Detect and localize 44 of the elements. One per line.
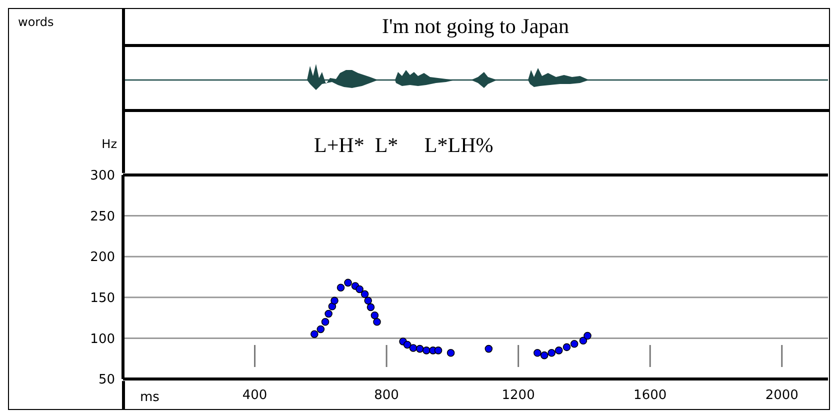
point <box>540 351 548 360</box>
point <box>321 318 330 326</box>
point <box>570 340 578 348</box>
point <box>373 318 381 326</box>
point <box>579 336 588 345</box>
point <box>403 340 412 349</box>
y-tick-label: 150 <box>90 291 115 306</box>
y-tick-label: 200 <box>90 250 115 266</box>
y-tick-label: 50 <box>98 372 115 388</box>
x-tick-label: 800 <box>374 388 399 403</box>
point <box>366 303 375 312</box>
x-tick-label: 400 <box>242 388 268 403</box>
point <box>562 343 571 352</box>
y-axis-title: Hz <box>102 137 117 151</box>
point <box>534 348 542 357</box>
point <box>422 346 430 354</box>
point <box>584 332 592 340</box>
x-tick-label: 1200 <box>502 388 535 403</box>
text: L+H* L* L*LH% <box>314 133 494 157</box>
point <box>310 330 318 338</box>
point <box>330 296 338 305</box>
point <box>360 290 369 298</box>
point <box>434 346 442 354</box>
point <box>316 325 325 334</box>
point <box>336 284 345 292</box>
x-axis-title: ms <box>140 390 160 405</box>
point <box>446 348 455 357</box>
point <box>554 346 563 354</box>
point <box>548 348 556 357</box>
y-tick-label: 100 <box>90 332 115 347</box>
x-tick-label: 1600 <box>634 388 667 403</box>
chart-title: I'm not going to Japan <box>382 14 570 38</box>
y-tick-label: 300 <box>90 168 115 184</box>
x-tick-label: 2000 <box>765 388 798 403</box>
y-tick-label: 250 <box>90 209 115 224</box>
text: words <box>18 15 54 29</box>
point <box>344 278 352 287</box>
point <box>409 344 418 352</box>
point <box>416 344 424 353</box>
point <box>484 344 493 353</box>
point <box>364 296 372 305</box>
point <box>370 311 379 320</box>
point <box>356 285 364 294</box>
point <box>324 310 332 318</box>
